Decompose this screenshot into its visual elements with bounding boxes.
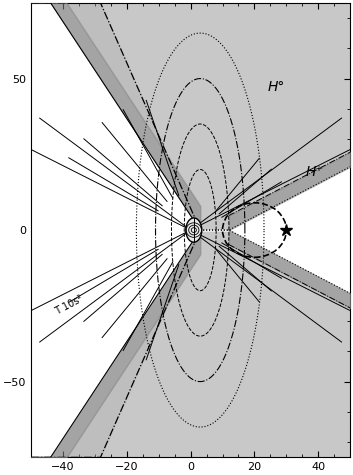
Text: H⁺: H⁺ xyxy=(306,164,323,179)
Text: T 10s²: T 10s² xyxy=(53,294,85,317)
Ellipse shape xyxy=(186,218,202,242)
Text: H°: H° xyxy=(267,80,285,94)
